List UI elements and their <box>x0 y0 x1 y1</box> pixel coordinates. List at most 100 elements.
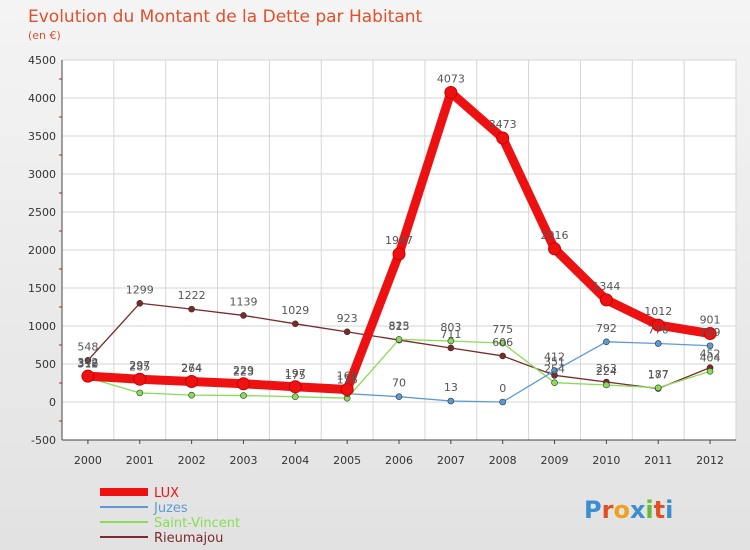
data-label: 404 <box>700 351 721 364</box>
logo-letter: t <box>654 496 665 524</box>
data-point-juzes <box>447 397 455 405</box>
x-axis: 2000 2001 2002 2003 2004 2005 2006 2007 2008 2009… <box>62 439 736 467</box>
data-label: 264 <box>181 362 202 375</box>
data-point-rieumajou <box>188 305 195 313</box>
y-tick-label: 4500 <box>28 54 56 67</box>
data-label: 923 <box>337 312 358 325</box>
data-label: 1344 <box>592 280 620 293</box>
data-point-lux <box>651 318 665 332</box>
gridlines <box>61 59 737 441</box>
y-tick-label: 1500 <box>28 282 56 295</box>
data-label: 729 <box>700 326 721 339</box>
logo-letter: i <box>665 496 673 524</box>
x-tick-label: 2009 <box>541 454 569 467</box>
data-label: 0 <box>499 382 506 395</box>
data-point-lux <box>185 374 199 388</box>
data-label: 452 <box>700 348 721 361</box>
y-tick-label: 500 <box>35 358 56 371</box>
data-label: 792 <box>596 322 617 335</box>
legend-label-rieumajou: Rieumajou <box>154 531 223 546</box>
data-point-juzes <box>654 340 662 347</box>
data-point-lux <box>81 369 95 383</box>
data-label: 548 <box>77 340 98 353</box>
data-label: 775 <box>492 323 513 336</box>
data-point-lux <box>340 382 354 396</box>
series-group <box>81 85 717 406</box>
x-tick-label: 2005 <box>333 454 361 467</box>
x-tick-label: 2003 <box>229 454 257 467</box>
data-label: 285 <box>129 361 150 374</box>
data-point-lux <box>236 377 250 391</box>
x-tick-label: 2011 <box>644 454 672 467</box>
data-point-rieumajou <box>84 357 92 364</box>
proxiti-logo: Proxiti <box>584 496 673 524</box>
data-point-rieumajou <box>343 328 351 336</box>
data-point-saint-vincent <box>447 337 455 345</box>
x-tick-label: 2001 <box>126 454 154 467</box>
data-point-lux <box>288 380 302 394</box>
data-point-saint-vincent <box>551 379 558 386</box>
chart-subtitle: (en €) <box>28 29 61 42</box>
data-label: 412 <box>544 351 565 364</box>
data-labels: 342 297 274 229 197 165 1947 4073 3473 2016 1344 10… <box>77 72 720 395</box>
y-tick-label: -500 <box>31 434 56 447</box>
data-label: 1947 <box>385 234 413 247</box>
data-label: 823 <box>389 319 410 332</box>
y-tick-label: 4000 <box>28 92 56 105</box>
y-tick-label: 1000 <box>28 320 56 333</box>
data-point-juzes <box>395 393 403 400</box>
x-tick-label: 2012 <box>696 454 724 467</box>
data-point-juzes <box>603 338 610 346</box>
data-label: 606 <box>492 336 513 349</box>
logo-letter: x <box>630 496 646 524</box>
logo-letter: r <box>602 496 614 524</box>
data-point-saint-vincent <box>499 339 506 347</box>
x-tick-label: 2002 <box>178 454 206 467</box>
data-point-lux <box>548 242 562 256</box>
logo-letter: P <box>584 496 602 524</box>
data-point-saint-vincent <box>706 367 714 375</box>
data-point-lux <box>496 131 510 145</box>
data-label: 223 <box>233 365 254 378</box>
data-label: 1222 <box>178 289 206 302</box>
data-point-rieumajou <box>447 344 455 352</box>
data-point-saint-vincent <box>136 389 144 397</box>
data-point-rieumajou <box>499 352 506 360</box>
data-point-saint-vincent <box>603 381 610 389</box>
data-label: 224 <box>596 365 617 378</box>
data-label: 2016 <box>541 229 569 242</box>
data-point-saint-vincent <box>395 336 403 343</box>
data-label: 116 <box>337 374 358 387</box>
data-point-rieumajou <box>240 312 247 319</box>
chart-title: Evolution du Montant de la Dette par Hab… <box>28 7 423 27</box>
data-label: 70 <box>392 377 406 390</box>
logo-letter: o <box>613 496 630 524</box>
x-tick-label: 2008 <box>489 454 517 467</box>
data-label: 187 <box>648 368 669 381</box>
data-point-juzes <box>499 398 506 406</box>
data-point-rieumajou <box>136 299 144 307</box>
data-point-juzes <box>551 367 558 374</box>
x-tick-label: 2010 <box>592 454 620 467</box>
data-point-lux <box>392 247 406 261</box>
data-label: 312 <box>77 358 98 371</box>
data-label: 351 <box>544 355 565 368</box>
data-point-lux <box>599 293 613 307</box>
data-label: 4073 <box>437 72 465 85</box>
data-point-lux <box>133 372 147 386</box>
x-tick-label: 2007 <box>437 454 465 467</box>
data-label: 177 <box>648 369 669 382</box>
x-tick-label: 2000 <box>74 454 102 467</box>
data-label: 274 <box>181 361 202 374</box>
data-label: 803 <box>440 321 461 334</box>
data-label: 229 <box>233 364 254 377</box>
y-tick-label: 0 <box>49 396 56 409</box>
legend-label-lux: LUX <box>154 486 179 501</box>
data-label: 175 <box>285 369 306 382</box>
data-point-saint-vincent <box>240 392 247 399</box>
data-point-saint-vincent <box>654 384 662 392</box>
data-point-saint-vincent <box>292 393 299 400</box>
data-label: 1299 <box>126 283 154 296</box>
